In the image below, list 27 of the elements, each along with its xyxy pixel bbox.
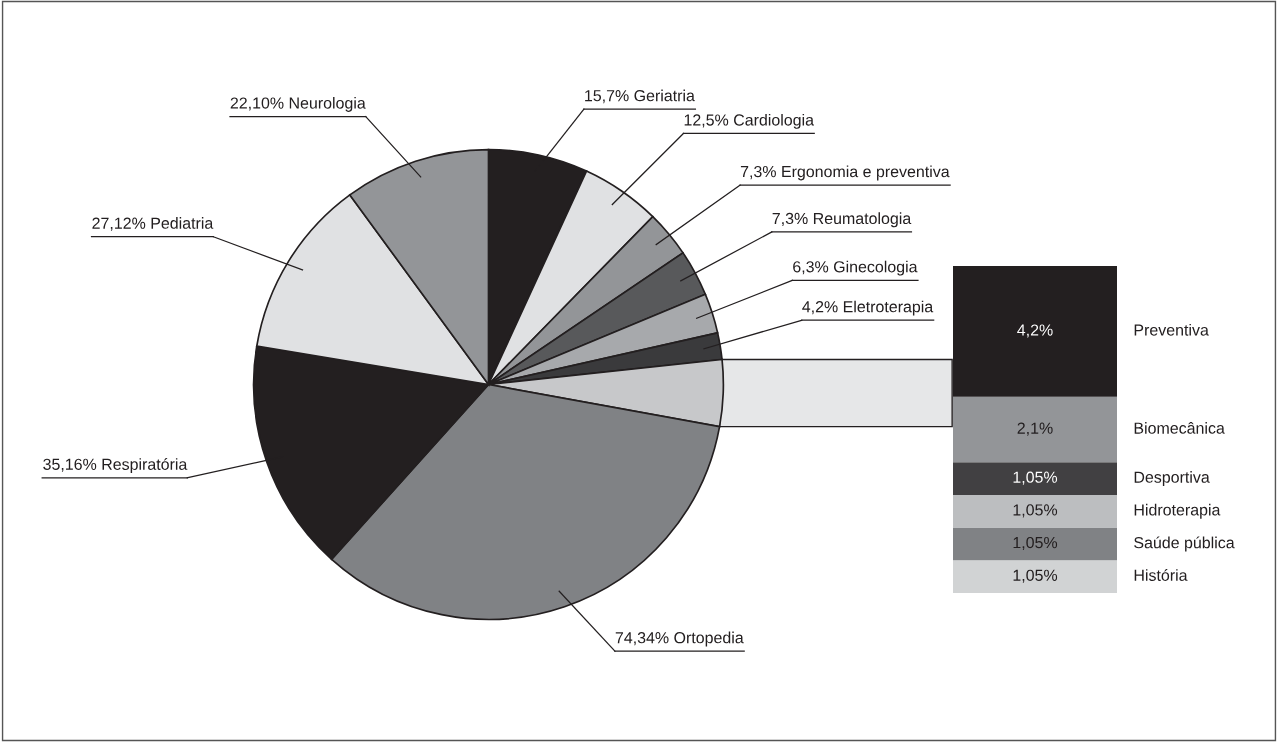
series-label: História [1134, 569, 1188, 581]
bar [953, 560, 1117, 593]
data-label: 1,05% [1013, 569, 1058, 583]
slice-label: 6,3% Ginecologia [793, 260, 918, 276]
bar [953, 462, 1117, 495]
slice-label: 74,34% Ortopedia [615, 631, 744, 647]
bar [953, 396, 1117, 463]
series-label: Saúde pública [1134, 536, 1235, 552]
slice-label: 15,7% Geriatria [585, 89, 695, 104]
slice-label: 35,16% Respiratória [43, 458, 188, 474]
slice-label: 7,3% Ergonomia e preventiva [740, 165, 950, 181]
data-label: 4,2% [1017, 324, 1053, 338]
series-label: Preventiva [1134, 323, 1209, 336]
slice-label: 4,2% Eletroterapia [802, 300, 934, 316]
series-label: Hidroterapia [1134, 503, 1221, 519]
slice-label: 22,10% Neurologia [230, 96, 366, 112]
series-label: Desportiva [1134, 471, 1210, 486]
bar [953, 527, 1117, 561]
series-label: Biomecânica [1134, 422, 1225, 434]
data-label: 1,05% [1013, 504, 1058, 518]
bar [953, 494, 1117, 528]
slice-label: 7,3% Reumatologia [772, 212, 912, 228]
data-label: 2,1% [1017, 422, 1053, 436]
data-label: 1,05% [1013, 471, 1058, 485]
slice-label: 27,12% Pediatria [92, 217, 214, 231]
slice-label: 12,5% Cardiologia [684, 113, 814, 129]
data-label: 1,05% [1013, 536, 1058, 551]
